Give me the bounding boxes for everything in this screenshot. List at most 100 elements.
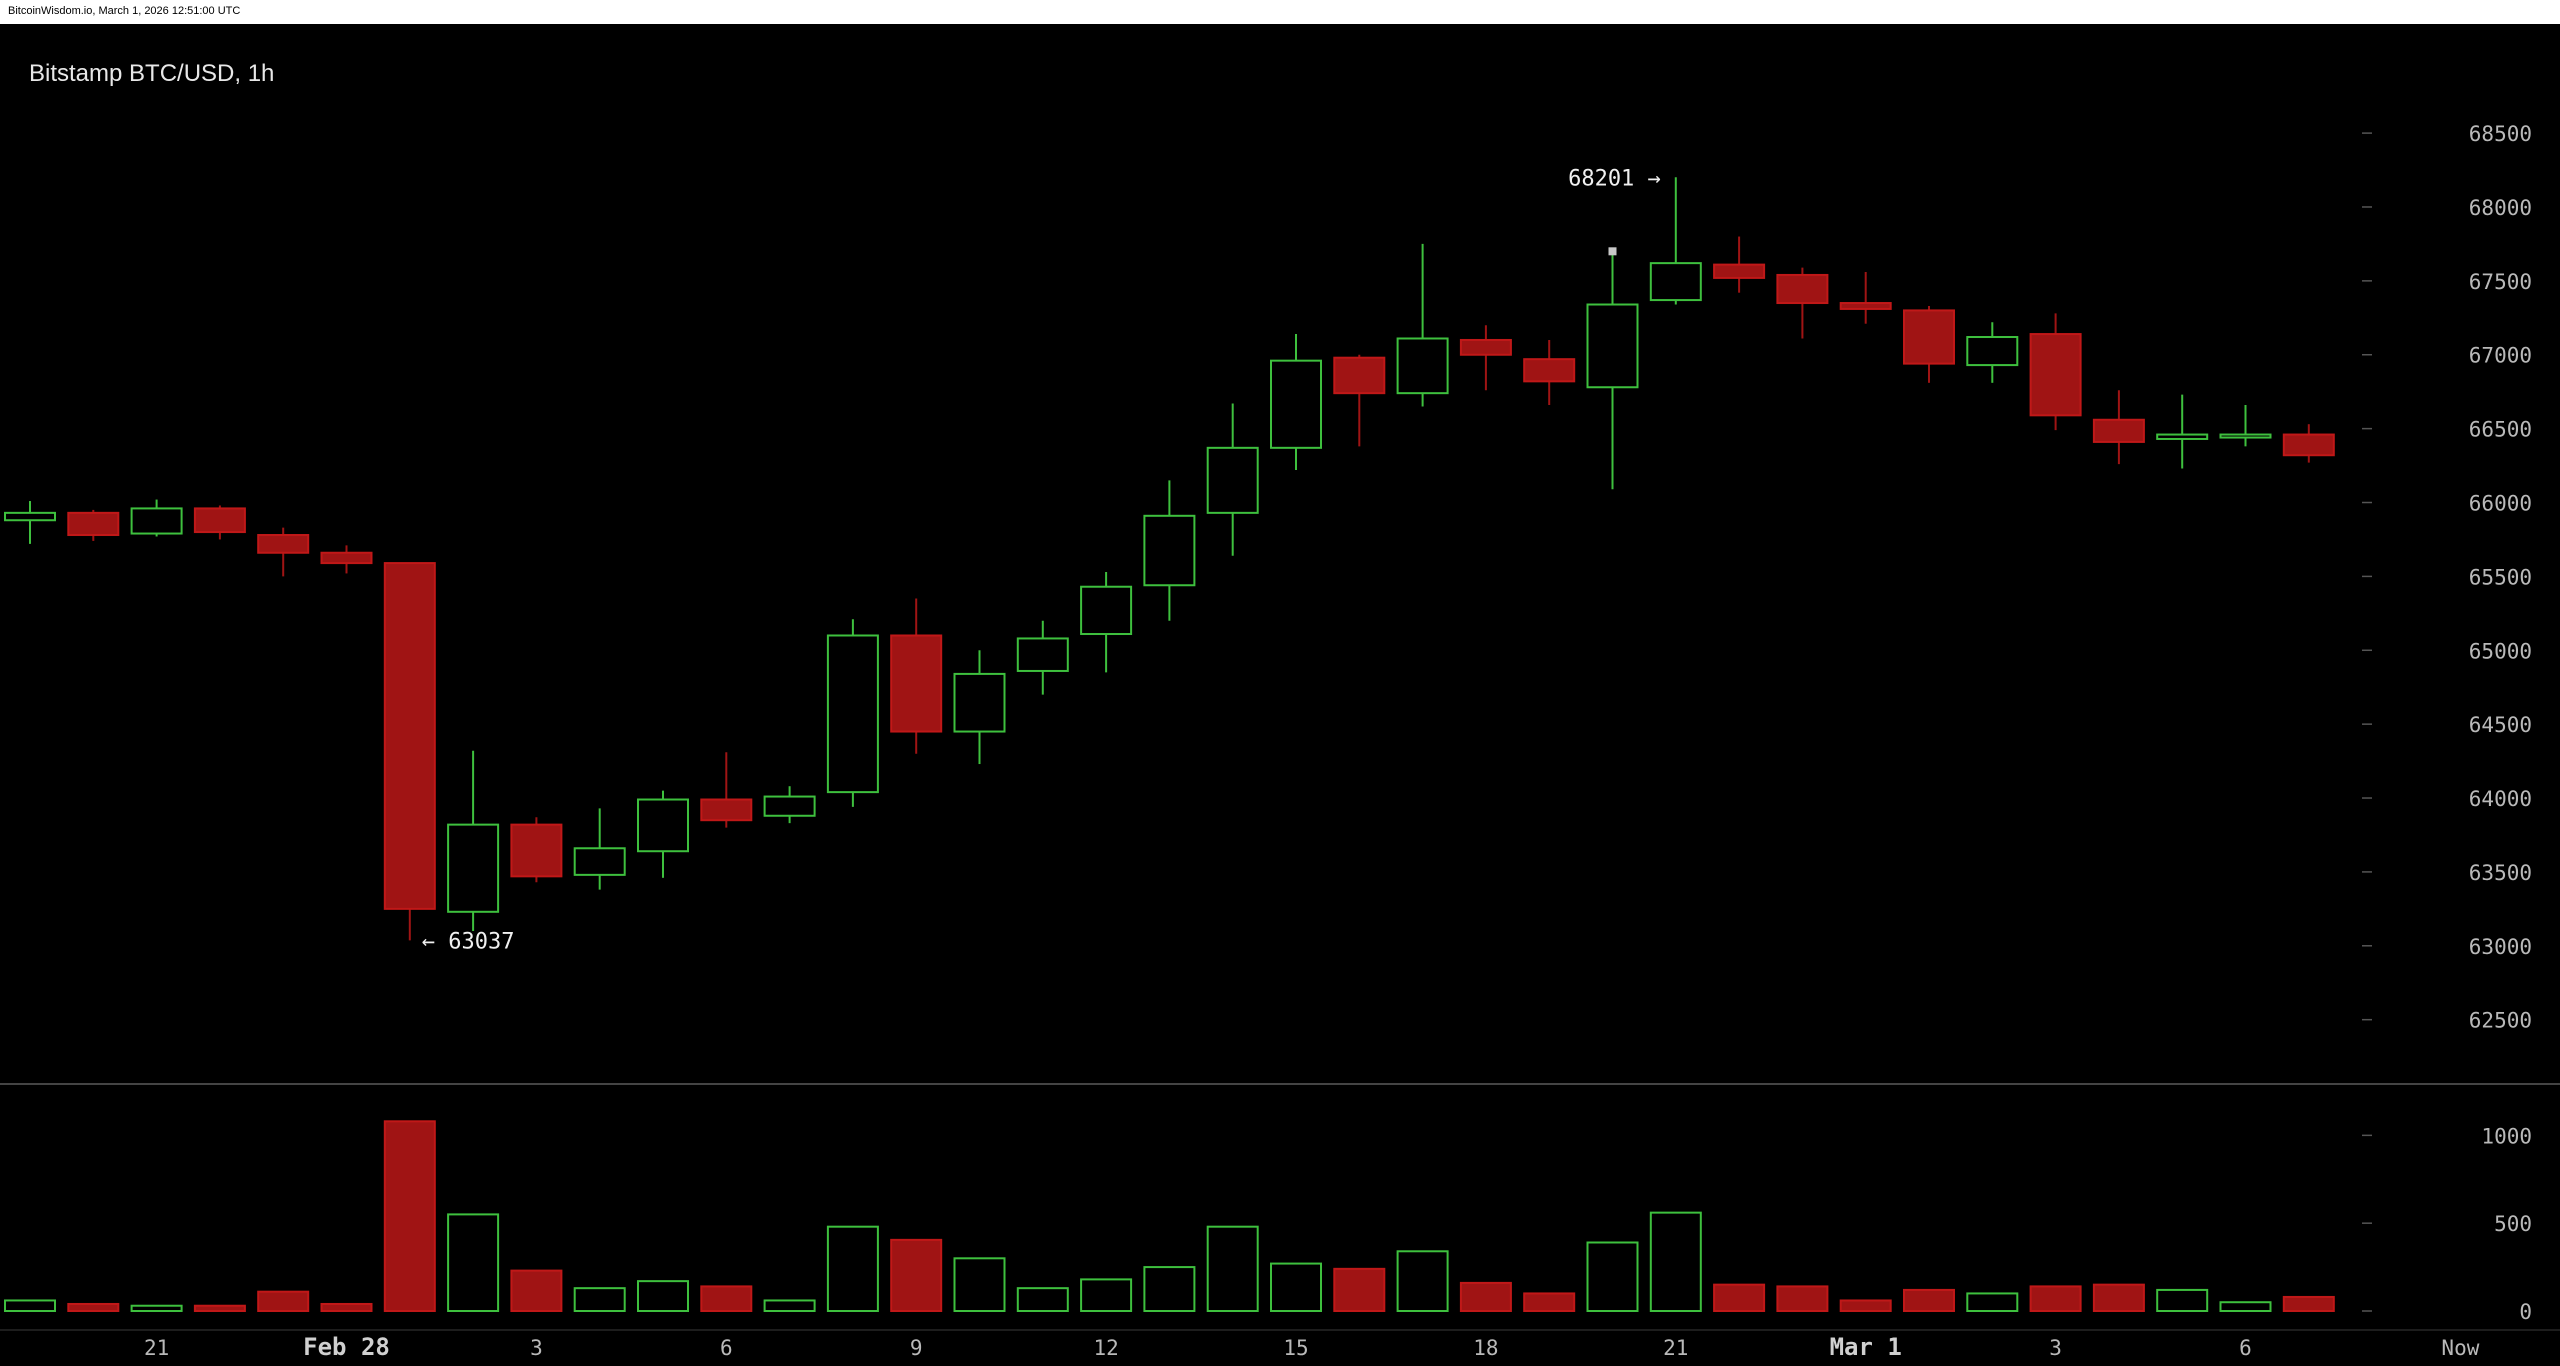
- candle-body: [1903, 309, 1955, 365]
- volume-bar: [2219, 1301, 2272, 1313]
- volume-bar: [1080, 1278, 1133, 1312]
- volume-bar: [447, 1213, 500, 1313]
- candle: [2092, 390, 2145, 465]
- candle: [1396, 243, 1449, 407]
- candle-body: [1333, 356, 1386, 395]
- candle-body: [1586, 303, 1639, 389]
- volume-bar: [637, 1280, 689, 1313]
- chart-title: Bitstamp BTC/USD, 1h: [29, 60, 275, 87]
- candle: [637, 790, 689, 878]
- candle-body: [700, 798, 753, 822]
- volume-bar: [1903, 1288, 1955, 1313]
- y-tick-label: 65500: [2469, 565, 2532, 589]
- y-tick-label: 65000: [2469, 639, 2532, 663]
- candle: [447, 750, 500, 932]
- top-status-bar: BitcoinWisdom.io, March 1, 2026 12:51:00…: [0, 0, 2560, 24]
- candle-body: [1523, 358, 1576, 383]
- volume-bar: [1586, 1241, 1639, 1312]
- candle-body: [2029, 333, 2082, 417]
- candle: [1270, 334, 1322, 470]
- volume-bar: [320, 1302, 373, 1312]
- volume-tick-label: 0: [2519, 1300, 2532, 1324]
- volume-bar: [1396, 1250, 1449, 1313]
- candle: [1523, 339, 1576, 405]
- volume-bar: [2156, 1288, 2209, 1313]
- y-tick-label: 66500: [2469, 418, 2532, 442]
- candle-body: [383, 562, 436, 910]
- candle: [1206, 403, 1259, 556]
- candle-body: [67, 511, 120, 537]
- candle-body: [1713, 263, 1766, 279]
- volume-bar: [1270, 1262, 1322, 1312]
- candle-body: [1206, 446, 1259, 514]
- x-tick-label: 12: [1093, 1336, 1118, 1360]
- candle-body: [826, 634, 879, 794]
- candle: [1016, 620, 1069, 695]
- candle-body: [1459, 338, 1512, 356]
- candle-body: [1143, 514, 1196, 587]
- candle: [2156, 394, 2209, 469]
- chart-panel: 62500 63000 63500 64000 64500 65000 65500 66000…: [0, 24, 2560, 1366]
- candle-body: [130, 507, 183, 535]
- x-tick-label: Now: [2441, 1336, 2479, 1360]
- candle-body: [1649, 262, 1702, 302]
- candle-body: [953, 672, 1006, 733]
- candle: [2282, 424, 2335, 463]
- x-tick-label: Feb 28: [303, 1333, 390, 1361]
- candle: [1143, 480, 1196, 621]
- volume-bar: [2282, 1295, 2335, 1313]
- candle-body: [763, 795, 816, 817]
- volume-bar: [2029, 1285, 2082, 1312]
- volume-bar: [1333, 1267, 1386, 1313]
- volume-bar: [1839, 1299, 1892, 1312]
- candle: [1966, 322, 2019, 383]
- y-tick-label: 66000: [2469, 492, 2532, 516]
- x-tick-label: 6: [2239, 1336, 2252, 1360]
- volume-bar: [1649, 1211, 1702, 1312]
- volume-bar: [193, 1304, 246, 1313]
- candle-body: [1966, 336, 2019, 367]
- volume-bar: [1776, 1285, 1829, 1312]
- candle-body: [193, 507, 246, 534]
- candle-body: [2092, 418, 2145, 443]
- volume-bar: [826, 1225, 879, 1313]
- candle-body: [1839, 302, 1892, 310]
- volume-bar: [700, 1285, 753, 1312]
- volume-bar: [130, 1304, 183, 1313]
- candle: [1903, 305, 1955, 383]
- candle-body: [1016, 637, 1069, 672]
- volume-bar: [1206, 1225, 1259, 1313]
- candle-body: [1270, 359, 1322, 449]
- candle-body: [637, 798, 689, 853]
- candle: [1333, 354, 1386, 447]
- y-tick-label: 68500: [2469, 122, 2532, 146]
- marker-square: [1608, 247, 1617, 256]
- candle-body: [1080, 585, 1133, 636]
- candle: [4, 501, 56, 544]
- y-tick-label: 68000: [2469, 196, 2532, 220]
- candle-body: [573, 847, 626, 876]
- volume-bar: [1713, 1283, 1766, 1313]
- volume-bar: [1143, 1266, 1196, 1312]
- candle: [510, 817, 563, 883]
- candle-body: [447, 823, 500, 913]
- x-tick-label: Mar 1: [1830, 1333, 1902, 1361]
- candle: [826, 619, 879, 807]
- volume-bar: [2092, 1283, 2145, 1313]
- timestamp-label: BitcoinWisdom.io, March 1, 2026 12:51:00…: [8, 5, 241, 17]
- candlestick-chart[interactable]: 6250063000635006400064500650006550066000…: [0, 24, 2560, 1366]
- candle: [130, 499, 183, 537]
- candle: [1586, 251, 1639, 490]
- y-tick-label: 63000: [2469, 935, 2532, 959]
- y-tick-label: 64500: [2469, 713, 2532, 737]
- candle: [320, 545, 373, 574]
- candle-body: [1396, 337, 1449, 395]
- y-tick-label: 67500: [2469, 270, 2532, 294]
- volume-bar: [510, 1269, 563, 1312]
- candle: [763, 786, 816, 824]
- volume-bar: [1016, 1287, 1069, 1312]
- candle: [383, 562, 436, 941]
- candle: [890, 598, 943, 754]
- volume-bar: [4, 1299, 56, 1312]
- high-annotation: 68201 →: [1568, 166, 1661, 191]
